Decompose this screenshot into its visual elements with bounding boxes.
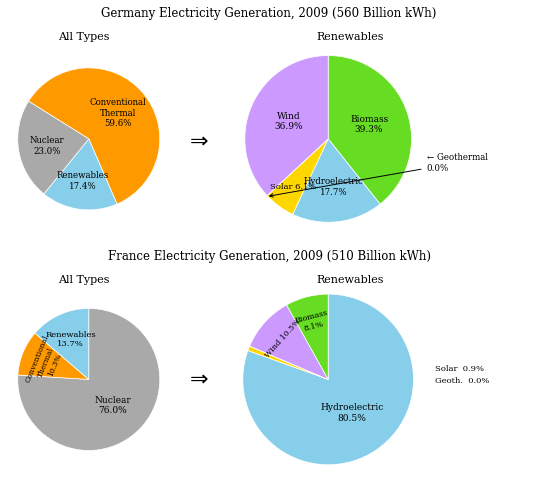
Wedge shape xyxy=(18,101,89,194)
Text: Geoth.  0.0%: Geoth. 0.0% xyxy=(435,377,489,385)
Wedge shape xyxy=(328,56,412,204)
Text: Conventional
Thermal
10.3%: Conventional Thermal 10.3% xyxy=(24,334,68,390)
Text: Nuclear
76.0%: Nuclear 76.0% xyxy=(95,396,131,415)
Text: All Types: All Types xyxy=(58,32,109,42)
Text: ← Geothermal
0.0%: ← Geothermal 0.0% xyxy=(270,153,487,197)
Text: Renewables: Renewables xyxy=(316,275,384,285)
Text: Biomass
39.3%: Biomass 39.3% xyxy=(350,115,388,134)
Wedge shape xyxy=(35,309,89,379)
Wedge shape xyxy=(267,139,328,214)
Wedge shape xyxy=(293,139,380,222)
Wedge shape xyxy=(18,333,89,379)
Text: Wind 10.5%: Wind 10.5% xyxy=(263,317,302,359)
Text: Renewables
17.4%: Renewables 17.4% xyxy=(56,172,109,191)
Wedge shape xyxy=(250,346,328,379)
Text: Germany Electricity Generation, 2009 (560 Billion kWh): Germany Electricity Generation, 2009 (56… xyxy=(101,7,437,20)
Text: Solar 6.1%: Solar 6.1% xyxy=(270,184,316,191)
Wedge shape xyxy=(18,309,160,450)
Wedge shape xyxy=(44,139,117,210)
Wedge shape xyxy=(250,305,328,379)
Wedge shape xyxy=(245,56,328,195)
Wedge shape xyxy=(29,68,160,204)
Text: ⇒: ⇒ xyxy=(190,370,208,389)
Text: Renewables: Renewables xyxy=(316,32,384,42)
Text: All Types: All Types xyxy=(58,275,109,285)
Text: Conventional
Thermal
59.6%: Conventional Thermal 59.6% xyxy=(90,99,147,128)
Text: Hydroelectric
17.7%: Hydroelectric 17.7% xyxy=(304,177,364,196)
Wedge shape xyxy=(248,346,328,379)
Wedge shape xyxy=(243,294,414,465)
Text: Solar  0.9%: Solar 0.9% xyxy=(435,365,484,373)
Text: Nuclear
23.0%: Nuclear 23.0% xyxy=(30,136,64,156)
Text: Renewables
13.7%: Renewables 13.7% xyxy=(45,331,96,348)
Text: Biomass
8.1%: Biomass 8.1% xyxy=(295,309,332,334)
Wedge shape xyxy=(267,139,328,195)
Text: Wind
36.9%: Wind 36.9% xyxy=(274,112,303,131)
Wedge shape xyxy=(287,294,328,379)
Text: Hydroelectric
80.5%: Hydroelectric 80.5% xyxy=(320,403,384,423)
Text: ⇒: ⇒ xyxy=(190,131,208,151)
Text: France Electricity Generation, 2009 (510 Billion kWh): France Electricity Generation, 2009 (510… xyxy=(108,250,430,263)
